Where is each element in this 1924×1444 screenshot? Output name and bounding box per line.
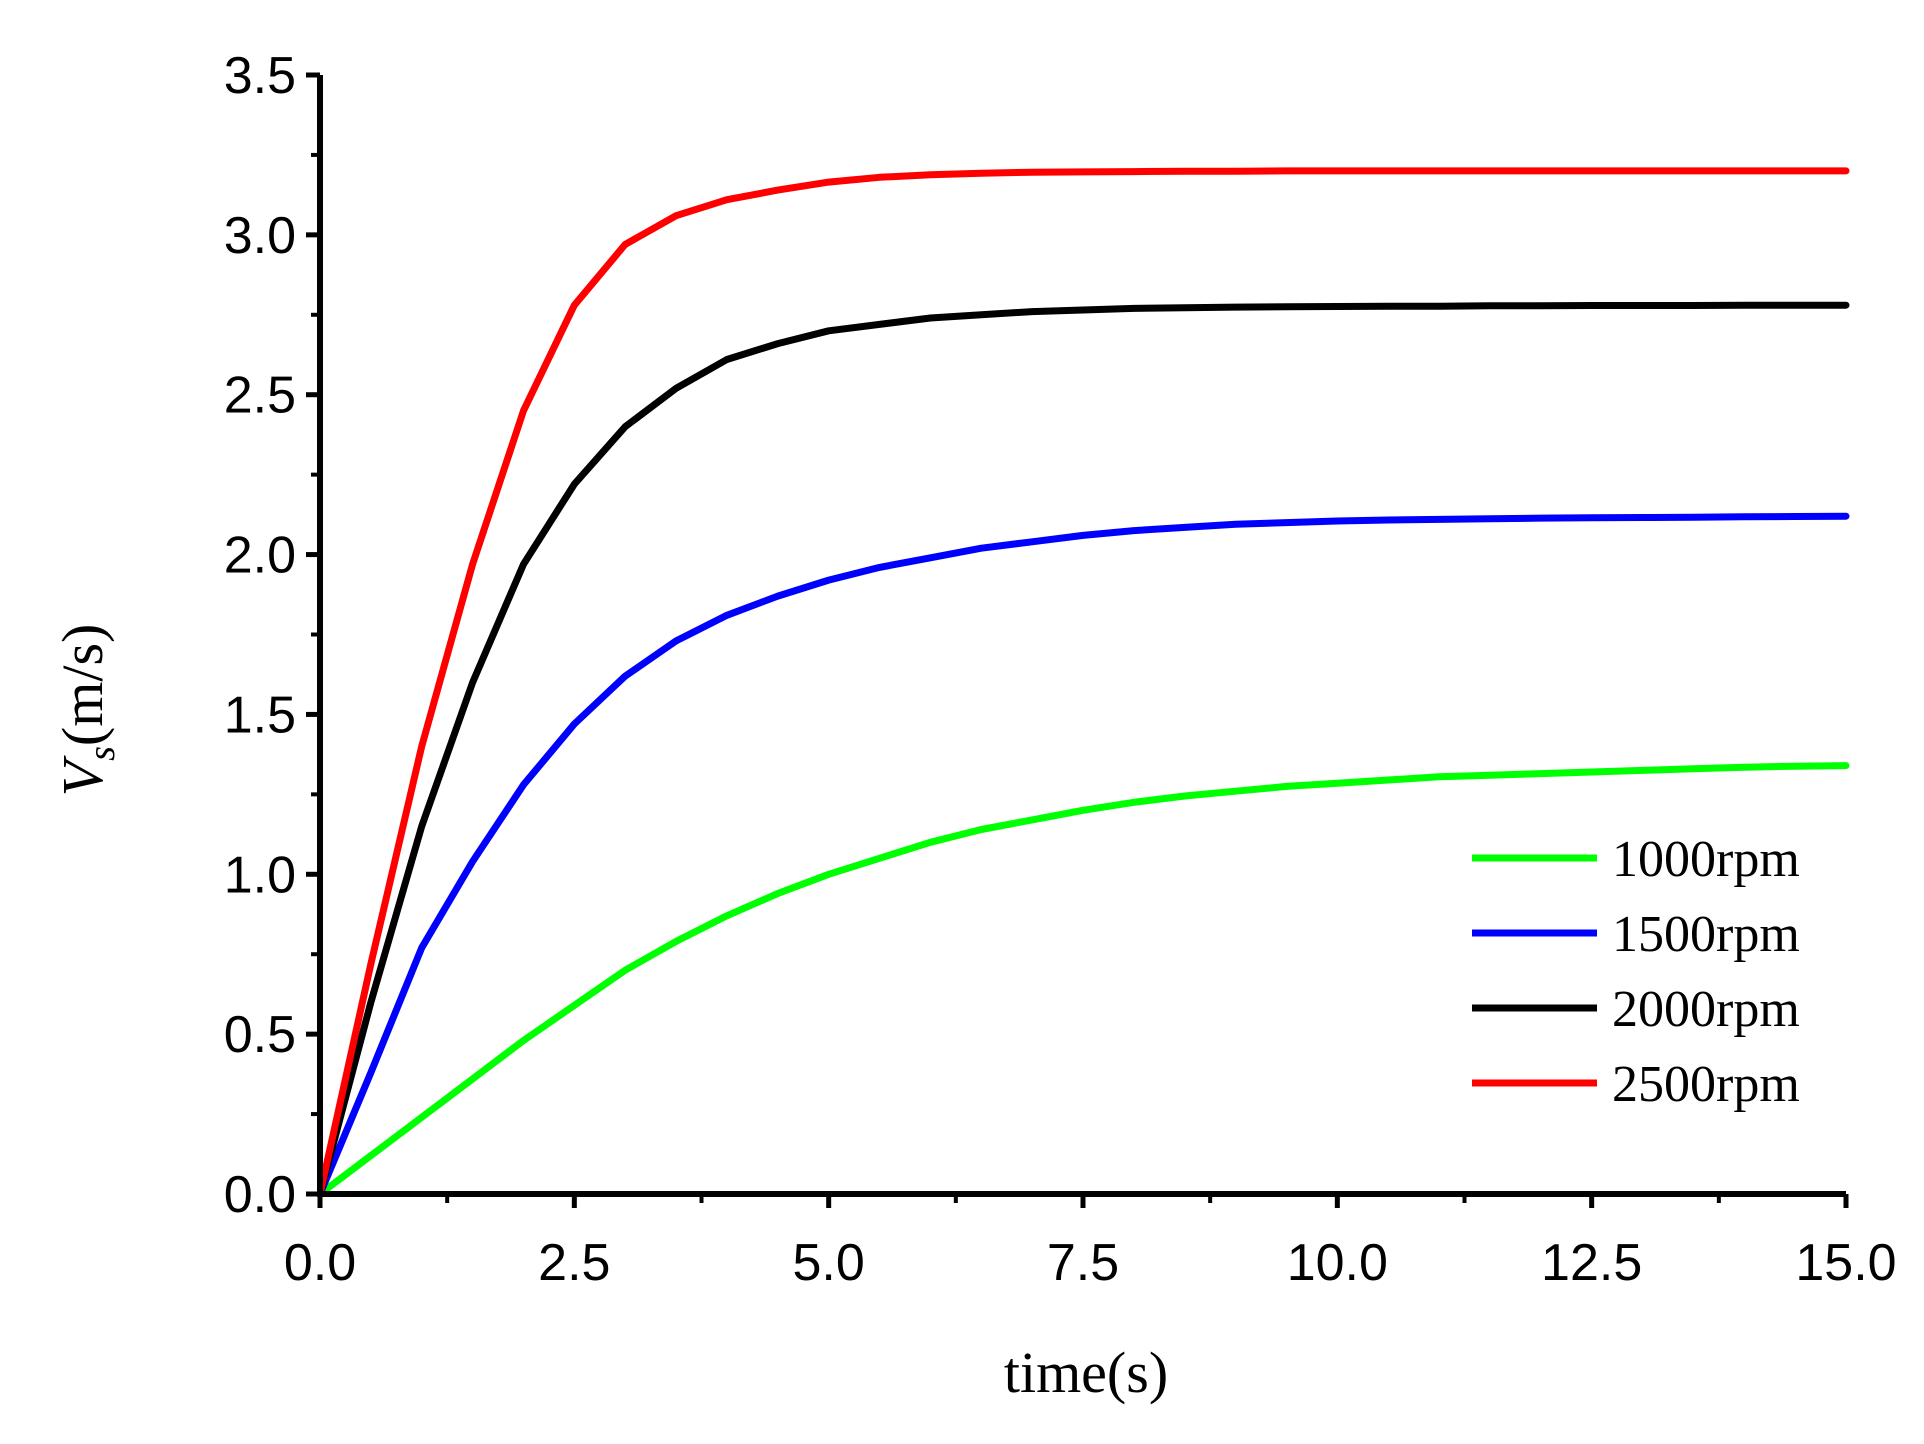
- y-tick-label: 2.0: [224, 527, 296, 585]
- x-tick-label: 5.0: [793, 1234, 865, 1292]
- y-axis-title-subscript: s: [81, 746, 123, 761]
- series-line-1500rpm: [316, 512, 1850, 1198]
- y-axis-title: Vs(m/s): [50, 624, 123, 797]
- ticks-layer: 0.0 2.5 5.0 7.5 10.0 12.5 15.0 0.0 0.5 1.0 1.5 2.0 2…: [224, 47, 1897, 1292]
- series-line-2500rpm: [316, 167, 1850, 1198]
- y-tick-label: 1.0: [224, 846, 296, 904]
- y-tick-label: 3.0: [224, 207, 296, 265]
- x-tick-label: 12.5: [1541, 1234, 1642, 1292]
- y-tick-label: 2.5: [224, 367, 296, 425]
- y-axis-title-main: V: [50, 754, 115, 796]
- x-tick-label: 2.5: [538, 1234, 610, 1292]
- legend-label-2500rpm: 2500rpm: [1612, 1056, 1800, 1113]
- series-line-2000rpm: [316, 301, 1850, 1198]
- y-tick-label: 1.5: [224, 686, 296, 744]
- series-line-1000rpm: [316, 762, 1850, 1198]
- svg-text:Vs(m/s): Vs(m/s): [50, 624, 123, 797]
- x-tick-label: 0.0: [284, 1234, 356, 1292]
- x-tick-label: 7.5: [1047, 1234, 1119, 1292]
- y-tick-label: 0.5: [224, 1006, 296, 1064]
- legend: 1000rpm 1500rpm 2000rpm 2500rpm: [1472, 831, 1800, 1113]
- x-tick-label: 15.0: [1795, 1234, 1896, 1292]
- legend-label-1000rpm: 1000rpm: [1612, 831, 1800, 888]
- y-tick-label: 0.0: [224, 1166, 296, 1224]
- x-axis-title: time(s): [1004, 1340, 1168, 1405]
- y-axis-title-unit: (m/s): [50, 624, 115, 746]
- y-tick-label: 3.5: [224, 47, 296, 105]
- legend-label-2000rpm: 2000rpm: [1612, 981, 1800, 1038]
- x-tick-label: 10.0: [1287, 1234, 1388, 1292]
- legend-label-1500rpm: 1500rpm: [1612, 906, 1800, 963]
- series-layer: [316, 167, 1850, 1198]
